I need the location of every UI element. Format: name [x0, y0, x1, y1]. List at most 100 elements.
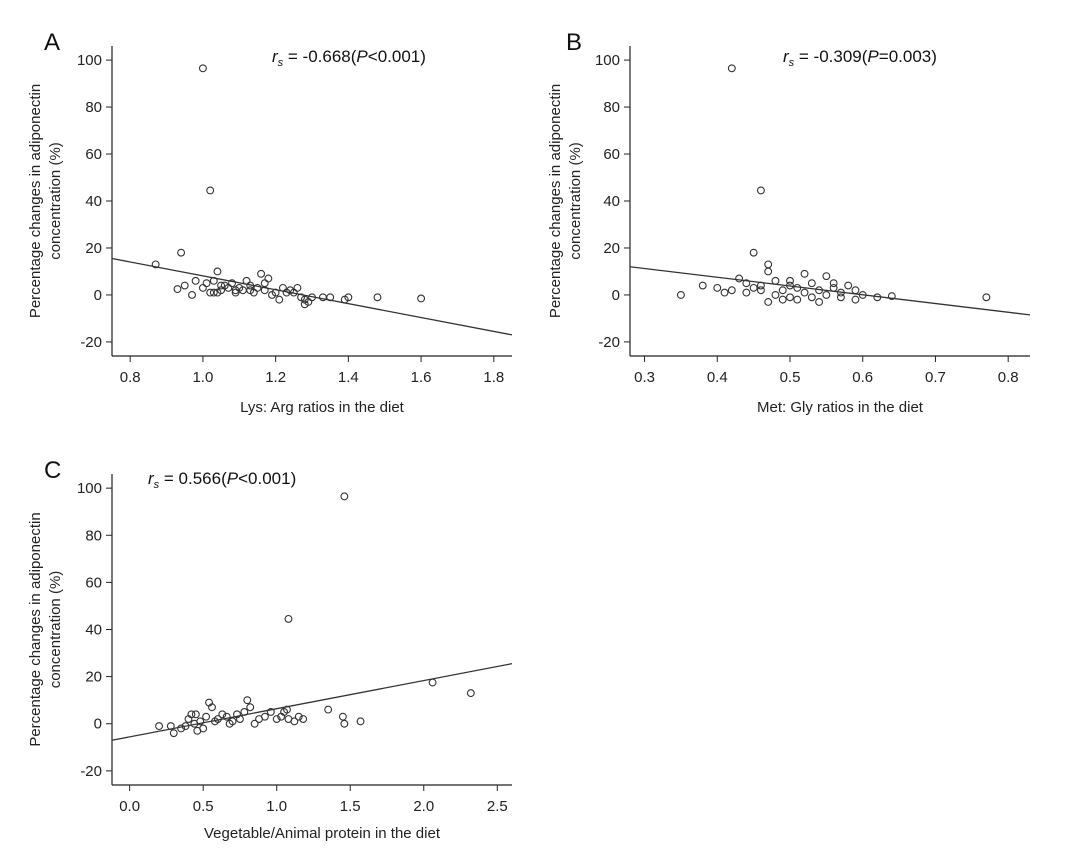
y-tick-label: 80 [603, 99, 620, 116]
data-point [340, 719, 349, 728]
data-point [764, 298, 773, 306]
data-point [822, 272, 831, 281]
data-point [373, 293, 382, 302]
y-axis-title-line: concentration (%) [567, 142, 584, 260]
data-point [202, 279, 211, 288]
data-point [169, 729, 178, 738]
x-tick-label: 1.4 [338, 369, 359, 386]
y-tick-label: 100 [77, 480, 102, 497]
data-point [778, 295, 787, 304]
y-tick-label: -20 [80, 763, 102, 780]
data-point [764, 267, 773, 276]
x-axis-title: Lys: Arg ratios in the diet [240, 399, 405, 416]
data-point [756, 186, 765, 195]
data-point [290, 717, 299, 726]
data-point [246, 281, 255, 290]
panel-letter: A [44, 29, 60, 56]
x-tick-label: 0.5 [780, 369, 801, 386]
stat-p-symbol: P [867, 47, 879, 66]
y-tick-label: 40 [603, 193, 620, 210]
data-point [466, 689, 475, 698]
data-point [228, 279, 236, 288]
data-point [308, 293, 316, 302]
data-point [742, 288, 751, 297]
x-tick-label: 0.5 [193, 798, 214, 815]
data-point [293, 283, 302, 292]
y-tick-label: 100 [595, 52, 620, 69]
stat-subscript: s [154, 479, 160, 491]
panel-letter: C [44, 457, 61, 484]
data-point [800, 269, 809, 278]
data-point [217, 281, 226, 290]
y-tick-label: -20 [598, 334, 620, 351]
data-point [851, 295, 860, 304]
data-point [829, 279, 838, 288]
regression-line [111, 663, 513, 741]
data-point [199, 724, 208, 733]
data-point [213, 715, 222, 723]
data-point [800, 288, 809, 297]
data-point [815, 298, 824, 306]
data-point [231, 286, 240, 295]
x-tick-label: 2.0 [413, 798, 434, 815]
x-tick-label: 1.0 [266, 798, 287, 815]
data-point [982, 293, 991, 302]
data-point [246, 703, 255, 712]
y-tick-label: 100 [77, 52, 102, 69]
stat-symbol: r [783, 47, 790, 66]
y-tick-label: 80 [85, 527, 102, 544]
correlation-annotation: rs = -0.309(P=0.003) [783, 47, 937, 69]
data-point [218, 710, 227, 719]
data-point [851, 286, 860, 295]
data-point [344, 293, 353, 302]
data-point [260, 286, 269, 295]
chart-panel-b: -20 0 20 40 60 80 100 0.3 0.4 0.5 0.6 0.7 0.8 Met: Gl… [547, 29, 1031, 416]
stat-value: = -0.668( [283, 47, 357, 66]
data-point [836, 288, 845, 297]
x-tick-label: 1.0 [192, 369, 213, 386]
data-point [786, 293, 794, 302]
x-tick-label: 0.8 [120, 369, 141, 386]
x-tick-label: 0.8 [998, 369, 1019, 386]
data-point [807, 279, 816, 288]
data-point [749, 283, 758, 292]
data-point [428, 678, 437, 687]
data-point [191, 710, 200, 719]
data-point [756, 286, 765, 295]
data-point [188, 290, 196, 299]
data-point [676, 290, 685, 299]
data-point [338, 712, 347, 721]
y-tick-label: 60 [85, 574, 102, 591]
data-point [187, 710, 196, 719]
data-point [340, 492, 349, 501]
data-point [253, 283, 262, 292]
data-point [266, 708, 275, 716]
stat-value: = 0.566( [159, 469, 227, 488]
stat-p-value: <0.001) [368, 47, 426, 66]
data-point [240, 708, 249, 716]
regression-line [629, 266, 1031, 316]
x-tick-label: 1.6 [411, 369, 432, 386]
x-tick-label: 0.4 [707, 369, 728, 386]
regression-line [111, 257, 513, 336]
data-point [793, 295, 802, 304]
x-tick-label: 0.7 [925, 369, 946, 386]
data-point [180, 281, 189, 290]
data-point [807, 293, 816, 302]
data-point [177, 248, 186, 257]
data-point [749, 248, 758, 257]
y-axis-title-line: Percentage changes in adiponectin [27, 512, 44, 746]
y-tick-label: 40 [85, 622, 102, 639]
x-tick-label: 0.6 [852, 369, 873, 386]
stat-p-value: <0.001) [238, 469, 296, 488]
y-axis-title-line: Percentage changes in adiponectin [547, 84, 564, 318]
data-point [181, 722, 190, 731]
data-point [260, 712, 269, 721]
data-point [786, 276, 794, 285]
x-tick-label: 1.5 [340, 798, 361, 815]
data-point [151, 260, 160, 269]
data-point [793, 283, 802, 292]
data-point [844, 281, 853, 290]
data-point [713, 283, 722, 292]
data-point [764, 260, 773, 269]
